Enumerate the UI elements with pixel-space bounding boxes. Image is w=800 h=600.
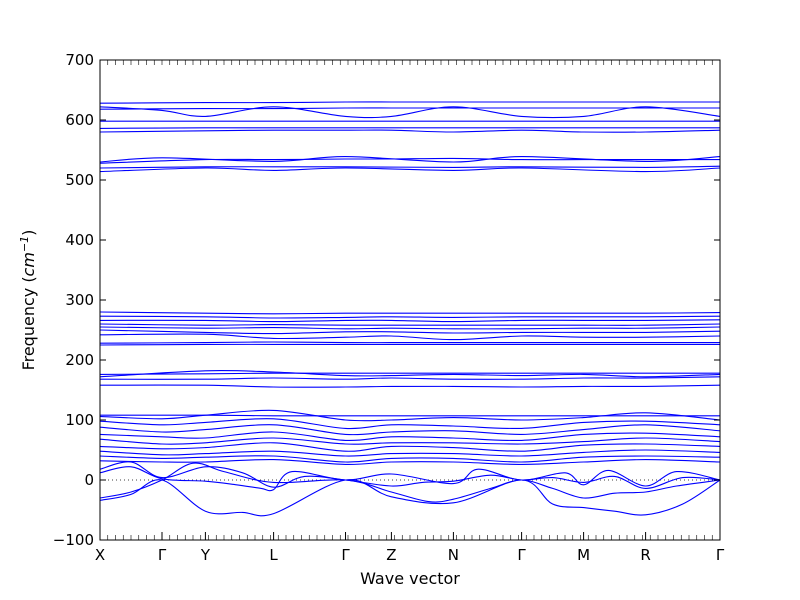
y-tick-label: 600: [65, 111, 94, 129]
band-line-24: [99, 409, 721, 422]
kpoint-label: R: [640, 546, 650, 564]
band-line-25: [99, 418, 721, 430]
y-tick-label: 200: [65, 351, 94, 369]
band-line-17: [99, 341, 720, 344]
y-tick-label: 300: [65, 291, 94, 309]
band-line-6: [99, 156, 721, 163]
band-line-29: [99, 442, 721, 452]
y-tick-label: 400: [65, 231, 94, 249]
band-line-2: [99, 107, 720, 110]
band-line-34: [99, 461, 721, 489]
band-line-9: [99, 167, 721, 173]
kpoint-label: X: [95, 546, 105, 564]
kpoint-label: Γ: [517, 546, 526, 564]
y-tick-label: −100: [53, 531, 94, 549]
band-line-10: [99, 311, 721, 315]
band-line-31: [99, 455, 721, 463]
band-line-13: [99, 323, 721, 326]
kpoint-label: Γ: [716, 546, 725, 564]
y-tick-label: 500: [65, 171, 94, 189]
band-line-32: [99, 459, 721, 465]
phonon-bands: [99, 101, 721, 517]
band-line-11: [99, 315, 721, 319]
band-line-16: [99, 333, 721, 341]
y-axis: −100 0 100 200 300 400 500 600 700: [53, 51, 720, 549]
y-tick-label: 0: [84, 471, 94, 489]
band-line-26: [99, 424, 721, 436]
band-line-14: [99, 326, 721, 330]
band-line-7: [99, 157, 720, 164]
x-axis-label: Wave vector: [360, 569, 460, 588]
kpoint-label: Y: [200, 546, 211, 564]
band-line-15: [99, 329, 721, 335]
band-line-33: [99, 466, 721, 492]
y-tick-label: 700: [65, 51, 94, 69]
band-line-21: [99, 376, 721, 380]
band-line-22: [99, 384, 721, 388]
band-line-23: [99, 414, 720, 417]
kpoint-label: N: [448, 546, 459, 564]
band-line-12: [99, 319, 721, 323]
band-line-8: [99, 165, 721, 169]
kpoint-label: Γ: [341, 546, 350, 564]
band-line-4: [99, 127, 720, 129]
band-line-27: [99, 431, 721, 442]
y-axis-label: Frequency (cm−1): [18, 230, 39, 371]
band-line-5: [99, 129, 721, 133]
band-line-1: [99, 106, 721, 119]
y-tick-label: 100: [65, 411, 94, 429]
band-line-28: [99, 437, 721, 445]
kpoint-label: Z: [386, 546, 396, 564]
band-line-19: [99, 372, 720, 375]
band-line-36: [99, 479, 721, 517]
band-line-0: [99, 101, 720, 104]
band-line-18: [99, 343, 720, 346]
kpoint-label: M: [577, 546, 590, 564]
kpoint-label: L: [269, 546, 278, 564]
band-line-20: [99, 369, 721, 378]
band-line-35: [99, 462, 721, 503]
band-line-30: [99, 449, 721, 457]
kpoint-label: Γ: [158, 546, 167, 564]
